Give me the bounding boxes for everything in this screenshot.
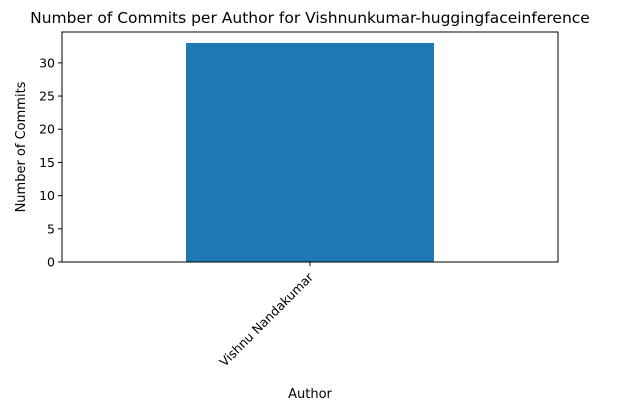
bars-layer: [186, 42, 434, 263]
x-axis-label: Author: [288, 387, 332, 402]
plot-area: [61, 31, 559, 263]
chart-title: Number of Commits per Author for Vishnun…: [30, 9, 590, 27]
bar: [186, 42, 434, 263]
y-tick-label: 30: [39, 55, 55, 70]
y-axis-label: Number of Commits: [14, 81, 29, 212]
y-tick-label: 25: [39, 89, 55, 104]
y-tick-label: 5: [47, 221, 55, 236]
y-tick-label: 15: [39, 155, 55, 170]
y-tick-label: 10: [39, 188, 55, 203]
y-tick-label: 0: [47, 255, 55, 270]
y-tick-label: 20: [39, 122, 55, 137]
y-axis: 0 5 10 15 20 25 30: [39, 55, 62, 270]
